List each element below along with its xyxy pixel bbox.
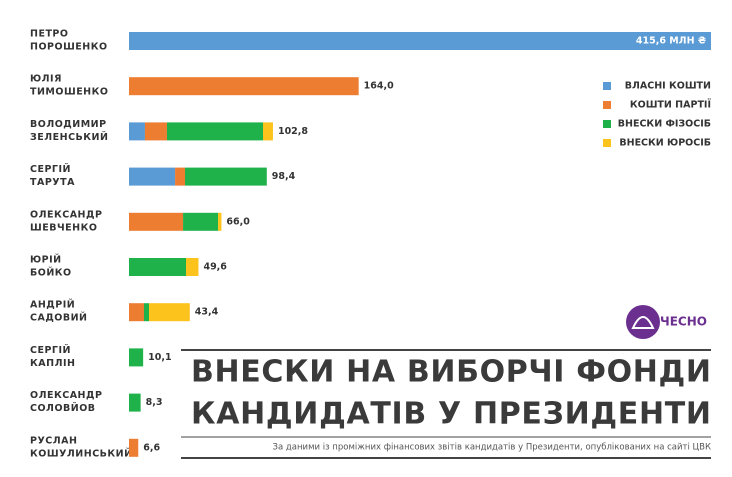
category-label: ЮРІЙ xyxy=(30,254,62,266)
category-label: ТАРУТА xyxy=(30,177,75,188)
value-label: 66,0 xyxy=(226,216,250,227)
category-label: РУСЛАН xyxy=(30,435,77,446)
legend-swatch xyxy=(603,120,611,128)
bar-segment xyxy=(129,167,176,186)
category-label: ШЕВЧЕНКО xyxy=(30,222,97,233)
value-label: 164,0 xyxy=(364,81,394,92)
value-label: 6,6 xyxy=(143,442,160,453)
bar-segment xyxy=(144,122,167,141)
value-label: 8,3 xyxy=(146,397,163,408)
legend-label: ВЛАСНІ КОШТИ xyxy=(625,81,711,92)
legend-label: КОШТИ ПАРТІЇ xyxy=(630,100,712,111)
value-label: 415,6 МЛН ₴ xyxy=(636,36,706,47)
value-label: 49,6 xyxy=(203,262,227,273)
category-label: СЕРГІЙ xyxy=(30,163,71,175)
bar-segment xyxy=(149,303,190,322)
bar-segment xyxy=(129,77,359,96)
category-label: СЕРГІЙ xyxy=(30,344,71,356)
category-label: ВОЛОДИМИР xyxy=(30,119,107,130)
legend-swatch xyxy=(603,101,611,109)
category-label: ОЛЕКСАНДР xyxy=(30,390,102,401)
category-label: САДОВИЙ xyxy=(30,312,88,324)
bar-segment xyxy=(129,212,184,231)
bar-segment xyxy=(166,122,264,141)
bar-segment xyxy=(263,122,273,141)
legend-swatch xyxy=(603,139,611,147)
category-label: ПОРОШЕНКО xyxy=(30,42,108,53)
subtitle: За даними із проміжних фінансових звітів… xyxy=(273,443,711,453)
bar-segment xyxy=(129,438,139,457)
bar-segment xyxy=(129,258,186,276)
bar-segment xyxy=(183,212,219,231)
category-label: ЮЛІЯ xyxy=(30,74,62,85)
value-label: 102,8 xyxy=(278,126,308,137)
bar-segment xyxy=(218,212,222,231)
logo-icon xyxy=(626,305,660,339)
bar-segment xyxy=(143,303,150,322)
chart-title: ВНЕСКИ НА ВИБОРЧІ ФОНДИ xyxy=(191,355,711,390)
bar-segment xyxy=(129,122,145,141)
bar-segment xyxy=(175,167,186,186)
bar-segment xyxy=(129,32,711,50)
category-label: КАПЛІН xyxy=(30,358,75,369)
bar-segment xyxy=(129,303,144,322)
category-label: ЗЕЛЕНСЬКИЙ xyxy=(30,131,108,143)
category-label: СОЛОВЙОВ xyxy=(30,402,96,414)
value-label: 98,4 xyxy=(272,171,296,182)
bar-segment xyxy=(129,393,141,412)
logo-icon xyxy=(631,316,655,329)
logo-text: ЧЕСНО xyxy=(660,315,707,329)
value-label: 43,4 xyxy=(195,307,219,318)
category-label: БОЙКО xyxy=(30,267,72,279)
legend-label: ВНЕСКИ ЮРОСІБ xyxy=(619,138,711,149)
category-label: ПЕТРО xyxy=(30,29,68,40)
category-label: ТИМОШЕНКО xyxy=(30,87,108,98)
category-label: КОШУЛИНСЬКИЙ xyxy=(30,447,133,459)
category-label: АНДРІЙ xyxy=(30,299,75,311)
chart-title: КАНДИДАТІВ У ПРЕЗИДЕНТИ xyxy=(191,397,711,432)
legend-label: ВНЕСКИ ФІЗОСІБ xyxy=(618,119,711,130)
category-label: ОЛЕКСАНДР xyxy=(30,209,102,220)
value-label: 10,1 xyxy=(148,352,171,363)
bar-segment xyxy=(185,167,267,186)
legend-swatch xyxy=(603,82,611,90)
bar-segment xyxy=(185,258,199,276)
bar-segment xyxy=(129,348,144,367)
